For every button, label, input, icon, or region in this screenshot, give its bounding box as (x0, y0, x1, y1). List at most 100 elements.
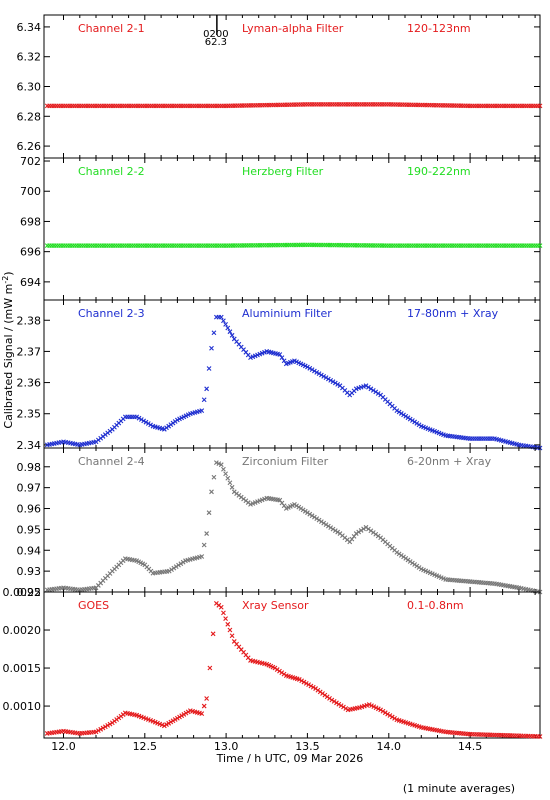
panel-3: 2.34 2.35 2.36 2.37 2.38 Channel 2-3 Aluminium… (17, 299, 543, 452)
x-tick-label: 12.0 (51, 740, 76, 753)
data-point (331, 699, 337, 704)
panel-band-label: 0.1-0.8nm (407, 599, 464, 612)
data-point (394, 408, 400, 413)
panel-frame (43, 591, 541, 739)
data-point (93, 729, 99, 735)
panel-band-label: 120-123nm (407, 22, 471, 35)
panel-band-label: 190-222nm (407, 165, 471, 178)
data-point (211, 330, 217, 336)
y-tick-label: 0.0015 (3, 662, 42, 675)
data-point (204, 696, 210, 701)
data-point (201, 703, 207, 709)
data-point (325, 523, 331, 529)
data-point (323, 522, 329, 528)
data-point (385, 711, 390, 717)
data-point (221, 610, 226, 616)
data-point (213, 460, 219, 465)
y-tick-label: 6.34 (17, 21, 42, 34)
y-tick-label: 0.93 (17, 565, 42, 578)
data-point (375, 391, 381, 396)
panel-channel-label: Channel 2-4 (78, 455, 145, 468)
panel-filter-label: Aluminium Filter (242, 307, 332, 320)
data-point (380, 708, 386, 714)
data-point (227, 329, 233, 335)
panel-filter-label: Herzberg Filter (242, 165, 324, 178)
data-point (227, 480, 233, 486)
panel-frame (43, 14, 541, 159)
data-point (225, 475, 231, 481)
data-point (206, 366, 212, 371)
y-tick-label: 6.26 (17, 140, 42, 153)
data-point (329, 697, 335, 703)
data-point (281, 358, 287, 364)
y-tick-label: 2.38 (17, 314, 42, 327)
y-tick-label: 0.94 (17, 544, 42, 557)
data-point (314, 516, 320, 522)
y-tick-label: 0.0020 (3, 624, 42, 637)
y-tick-label: 0.95 (17, 523, 42, 536)
data-point (416, 422, 422, 428)
data-point (312, 514, 317, 520)
data-point (223, 616, 228, 622)
data-point (307, 511, 313, 517)
data-point (105, 723, 111, 728)
data-point (396, 409, 402, 415)
data-point (221, 318, 226, 324)
data-point (227, 627, 233, 633)
y-tick-label: 6.28 (17, 110, 42, 123)
data-point (218, 462, 224, 468)
x-tick-label: 13.5 (295, 740, 320, 753)
data-point (296, 677, 302, 682)
data-point (412, 419, 418, 425)
x-tick-label: 14.0 (377, 740, 402, 753)
data-point (134, 414, 140, 420)
panel-channel-label: Channel 2-3 (78, 307, 145, 320)
data-point (387, 713, 393, 718)
data-point (332, 380, 338, 386)
panel-1: 6.26 6.28 6.30 6.32 6.34 Channel 2-1 Lyman-alp… (17, 14, 543, 159)
data-point (316, 517, 322, 523)
data-point (201, 397, 207, 403)
data-point (414, 420, 420, 426)
y-tick-label: 698 (20, 215, 41, 228)
data-point (309, 367, 315, 373)
data-point (314, 369, 320, 375)
data-point (176, 562, 181, 568)
data-point (403, 413, 409, 419)
x-tick-label: 14.5 (458, 740, 483, 753)
y-tick-label: 2.34 (17, 439, 42, 452)
data-point (361, 526, 366, 532)
y-axis-label-superscript: -2 (1, 276, 10, 284)
data-point (299, 678, 305, 684)
data-point (138, 417, 144, 422)
data-point (209, 345, 214, 351)
data-point (366, 384, 371, 390)
data-point (221, 466, 226, 472)
y-tick-label: 0.97 (17, 482, 42, 495)
panel-frame (43, 447, 541, 593)
panel-5: 0.0010 0.0015 0.0020 0.0025 GOES Xray Sensor 0… (3, 586, 543, 739)
data-point (98, 726, 104, 732)
y-tick-label: 0.96 (17, 503, 42, 516)
data-point (207, 665, 213, 671)
y-tick-label: 2.35 (17, 408, 42, 421)
x-tick-label: 13.0 (214, 740, 239, 753)
data-point (209, 489, 214, 495)
data-point (537, 103, 543, 109)
data-point (334, 700, 339, 706)
event-marker-label-top: 0200 (203, 29, 228, 40)
data-point (321, 373, 327, 379)
y-tick-label: 694 (20, 276, 41, 289)
data-point (218, 314, 224, 320)
y-tick-label: 2.36 (17, 377, 42, 390)
data-point (145, 421, 151, 426)
data-point (316, 371, 322, 377)
data-point (336, 701, 342, 707)
panels: 6.26 6.28 6.30 6.32 6.34 Channel 2-1 Lyman-alp… (3, 14, 543, 739)
data-point (309, 513, 315, 519)
data-point (210, 631, 216, 637)
data-point (223, 471, 228, 477)
data-point (321, 520, 327, 526)
data-point (330, 379, 336, 385)
